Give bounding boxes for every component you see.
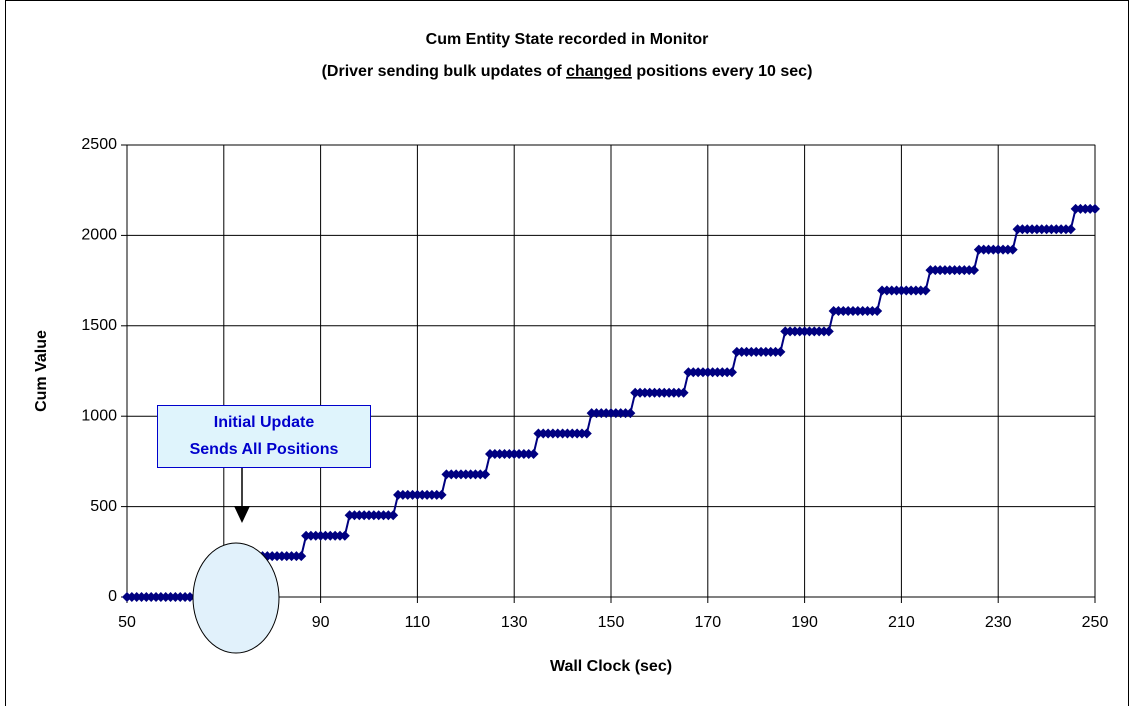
annotation-text: Initial Update [214,414,315,431]
x-tick-label: 250 [1082,614,1109,631]
y-tick-label: 500 [90,498,117,515]
subtitle-part: (Driver sending bulk updates of [322,63,566,80]
y-tick-label: 2500 [81,136,117,153]
x-tick-label: 210 [888,614,915,631]
marker [678,387,689,398]
annotation-group: Initial Update Sends All Positions [157,405,371,654]
marker [969,265,979,276]
marker [823,326,834,337]
y-tick-label: 1500 [81,317,117,334]
marker [436,489,447,500]
marker [388,510,399,521]
marker [1090,203,1100,214]
marker [920,285,931,296]
marker [581,428,592,439]
arrow-head [234,506,250,523]
annotation-box [157,405,371,468]
y-tick-label: 1000 [81,407,117,424]
marker [1065,224,1076,235]
subtitle-part: changed [566,63,632,80]
marker [775,346,786,357]
marker [480,469,491,480]
chart-subtitle: (Driver sending bulk updates of changed … [322,63,813,80]
plot-area: 0500100015002000250050709011013015017019… [81,136,1108,631]
chart-title: Cum Entity State recorded in Monitor [426,31,709,48]
x-tick-label: 230 [985,614,1012,631]
y-tick-label: 2000 [81,227,117,244]
highlight-ellipse [192,542,280,654]
y-tick-label: 0 [108,588,117,605]
x-tick-label: 50 [118,614,136,631]
marker [296,551,307,562]
x-tick-label: 190 [791,614,818,631]
subtitle-part: positions every 10 sec) [632,63,813,80]
y-axis-label: Cum Value [33,330,50,412]
x-tick-label: 130 [501,614,528,631]
annotation-text: Sends All Positions [190,441,339,458]
marker [625,408,636,419]
x-tick-label: 170 [694,614,721,631]
marker [339,530,350,541]
marker [1007,244,1018,255]
marker [872,305,883,316]
x-tick-label: 150 [598,614,625,631]
x-axis-label: Wall Clock (sec) [550,658,672,675]
x-tick-label: 90 [312,614,330,631]
marker [727,367,737,378]
marker [528,448,539,459]
x-tick-label: 110 [405,614,431,631]
